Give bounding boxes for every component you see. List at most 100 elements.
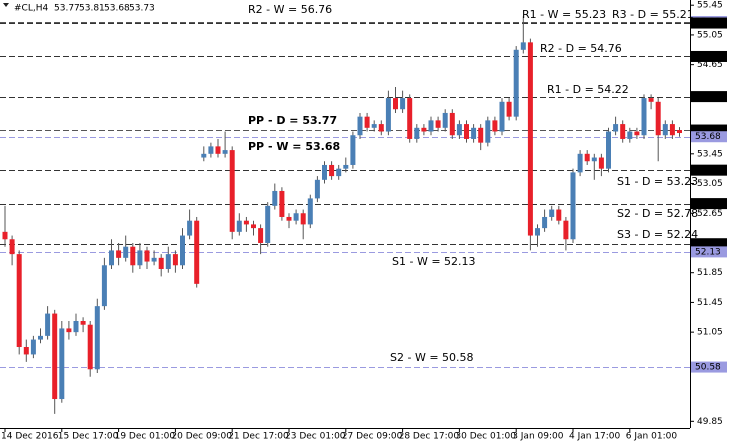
level-label: S1 - W = 52.13 [392,255,476,268]
x-tick-label: 14 Dec 2016 [1,432,59,442]
header-close: 53.73 [129,4,155,14]
candle-body [307,198,313,225]
candle-body [606,131,611,169]
price-box [691,50,727,62]
price-box-label: 52.78 [695,199,721,209]
candle-body [329,164,335,177]
y-tick-label: 53.05 [697,179,723,189]
candle-body [456,124,462,136]
price-box-label: 52.24 [695,239,721,249]
candle-body [627,131,633,139]
menu-arrow[interactable] [3,3,9,7]
candle-body [492,120,498,132]
candle-body [570,172,576,240]
candle-body [52,313,58,400]
candle-body [350,135,356,165]
y-tick-label: 55.45 [697,1,723,11]
candle-body [258,228,264,243]
candle-body [265,205,271,243]
candle-body [655,101,661,136]
level-label: R2 - D = 54.76 [540,42,622,55]
candle-body [9,239,15,255]
candle-body [549,209,555,217]
candle-body [243,220,249,225]
candle-body [23,347,29,355]
y-tick-label: 54.65 [697,60,723,70]
candle-body [59,328,65,400]
candle-body [80,321,86,325]
candle-body [66,328,72,333]
price-box [691,164,727,176]
candle-body [286,216,292,221]
price-box-label: 54.76 [695,52,721,62]
candle-body [421,127,427,132]
price-box [691,91,727,103]
candle-body [556,209,562,221]
price-box-label: 50.58 [695,363,721,373]
candle-body [428,120,434,132]
candle-body [378,124,384,132]
candle-body [45,313,51,336]
candle-body [414,127,420,139]
header-open: 53.77 [54,4,80,14]
candle-body [535,228,540,236]
y-tick-label: 52.65 [697,209,723,219]
symbol: #CL,H4 [14,4,48,14]
level-label: S2 - W = 50.58 [390,351,474,364]
price-box-label: 55.21 [695,19,721,29]
level-label: PP - W = 53.68 [248,140,340,153]
price-box [691,246,727,258]
candle-body [73,321,79,333]
x-tick-label: 4 Jan 17:00 [569,432,621,442]
candle-body [648,98,654,102]
price-box [691,131,727,143]
candle-body [300,213,306,225]
candle-body [201,153,207,158]
candle-body [442,112,448,128]
candle-body [513,49,519,117]
candle-body [584,153,590,162]
price-box [691,17,727,29]
y-tick-label: 49.85 [697,417,723,427]
header-high: 53.81 [79,4,105,14]
price-box [691,238,727,250]
candle-body [172,254,178,266]
price-box-label: 53.23 [695,166,721,176]
candle-body [180,235,185,266]
candle-body [30,339,36,355]
y-tick-label: 51.45 [697,298,723,308]
candle-body [620,124,626,139]
level-label: R2 - W = 56.76 [248,3,332,16]
candle-body [222,150,228,154]
candle-body [229,150,235,232]
price-box [691,124,727,136]
candle-body [314,179,320,199]
candle-body [343,164,349,169]
level-label: S3 - D = 52.24 [617,228,698,241]
candle-body [109,250,114,266]
level-label: S2 - D = 52.78 [617,207,698,220]
price-box-label: 53.77 [695,126,721,136]
candle-body [385,98,391,132]
x-tick-label: 21 Dec 17:00 [228,432,289,442]
candle-body [215,146,221,154]
y-tick-label: 53.45 [697,149,723,159]
candle-body [613,124,619,132]
x-tick-label: 20 Dec 09:00 [171,432,232,442]
candle-body [520,42,526,50]
candle-body [87,324,93,370]
candle-body [471,127,477,139]
candle-body [393,98,398,110]
candle-body [94,306,100,370]
candle-body [563,220,569,240]
price-box [691,198,727,210]
level-label: R1 - D = 54.22 [547,83,629,96]
candle-body [364,116,370,128]
x-tick-label: 19 Dec 01:00 [115,432,176,442]
candle-body [279,190,285,217]
candle-body [336,168,342,177]
candle-body [634,131,640,136]
y-tick-label: 51.85 [697,268,723,278]
